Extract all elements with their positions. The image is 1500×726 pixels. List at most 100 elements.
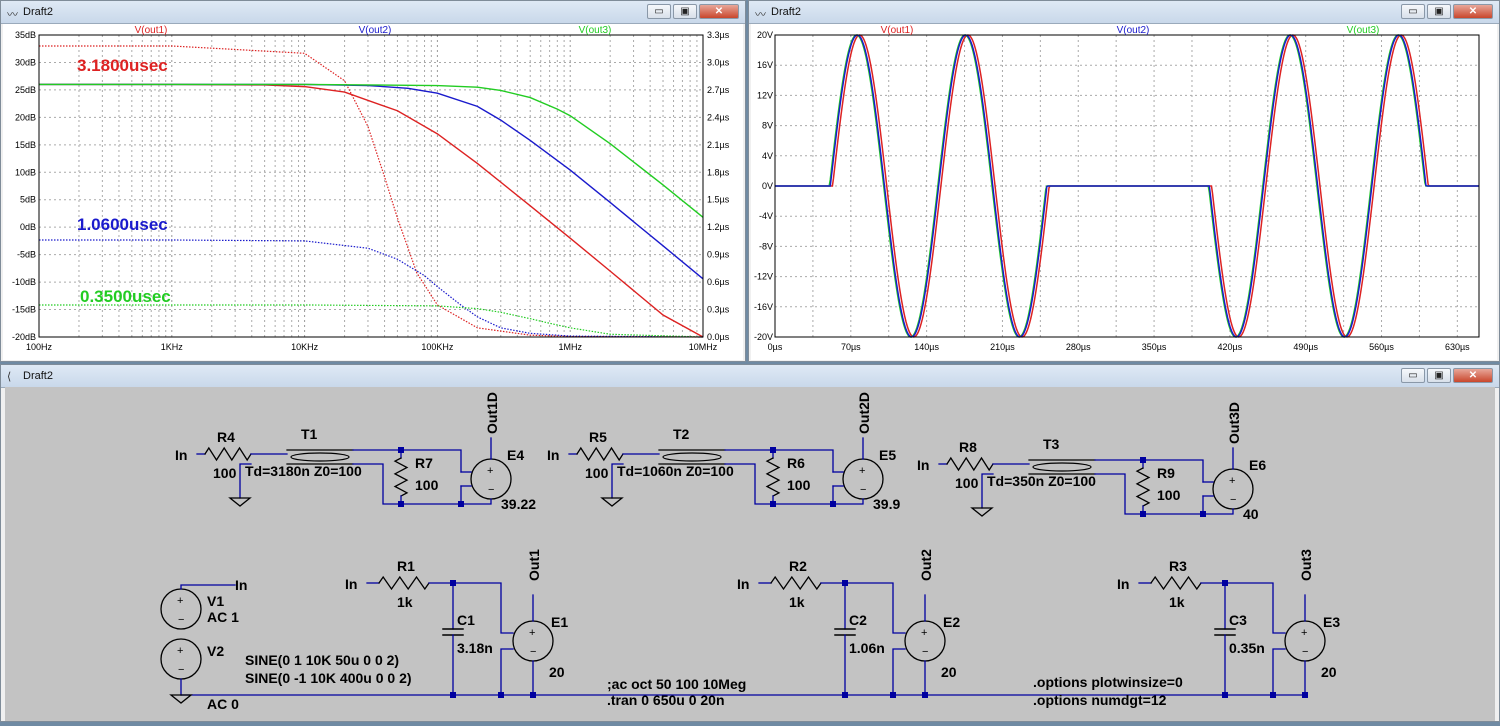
directives[interactable]: ;ac oct 50 100 10Meg .tran 0 650u 0 20n … — [607, 674, 1183, 708]
source-gain[interactable]: 39.22 — [501, 496, 536, 512]
net-label-out[interactable]: Out3D — [1226, 402, 1242, 444]
wire[interactable] — [1202, 508, 1234, 515]
schematic-canvas[interactable]: In R4 100 T1 R7 100 Td=3180n Z0=100 + − Out1D E4 39… — [5, 387, 1495, 721]
resistor-symbol[interactable] — [576, 446, 624, 462]
ac-directive[interactable]: ;ac oct 50 100 10Meg — [607, 676, 746, 692]
resistor-value[interactable]: 1k — [1169, 594, 1185, 610]
wire[interactable] — [1142, 459, 1204, 483]
rc-filter-block-3[interactable]: In R3 1k C3 0.35n + − Out3 E3 20 — [1117, 549, 1340, 698]
tline-name[interactable]: T3 — [1043, 436, 1060, 452]
net-label-out[interactable]: Out2D — [856, 392, 872, 434]
wire[interactable] — [611, 463, 624, 499]
source-sine-spec[interactable]: SINE(0 -1 10K 400u 0 0 2) — [245, 670, 412, 686]
resistor-name[interactable]: R7 — [415, 455, 433, 471]
resistor-value[interactable]: 1k — [397, 594, 413, 610]
source-name[interactable]: E2 — [943, 614, 960, 630]
net-label-out[interactable]: Out2 — [918, 549, 934, 581]
net-label-in[interactable]: In — [737, 576, 749, 592]
tran-plot-window[interactable]: 〰 Draft2 ▭ ▣ ✕ 20V 16V 12V 8V 4V 0V -4V -8V -12V… — [748, 0, 1500, 362]
tline-name[interactable]: T2 — [673, 426, 690, 442]
source-gain[interactable]: 40 — [1243, 506, 1259, 522]
net-label-in[interactable]: In — [235, 577, 247, 593]
source-name[interactable]: E3 — [1323, 614, 1340, 630]
resistor-symbol[interactable] — [204, 446, 252, 462]
wire[interactable] — [452, 582, 514, 634]
source-name[interactable]: V1 — [207, 593, 224, 609]
resistor-name[interactable]: R5 — [589, 429, 607, 445]
wire[interactable] — [844, 582, 906, 634]
resistor-name[interactable]: R9 — [1157, 465, 1175, 481]
source-name[interactable]: E1 — [551, 614, 568, 630]
capacitor-name[interactable]: C2 — [849, 612, 867, 628]
delay-line-block-3[interactable]: In R8 100 T3 R9 100 Td=350n Z0=100 + − Out3D E6 40 — [917, 402, 1266, 522]
source-ac-spec[interactable]: AC 0 — [207, 696, 239, 712]
options-directive-1[interactable]: .options plotwinsize=0 — [1033, 674, 1183, 690]
resistor-value[interactable]: 100 — [1157, 487, 1181, 503]
capacitor-name[interactable]: C1 — [457, 612, 475, 628]
wire[interactable] — [352, 463, 462, 505]
resistor-name[interactable]: R1 — [397, 558, 415, 574]
ac-plot-area[interactable]: 35dB 30dB 25dB 20dB 15dB 10dB 5dB 0dB -5dB -10dB -… — [3, 24, 743, 360]
resistor-name[interactable]: R6 — [787, 455, 805, 471]
net-label-out[interactable]: Out1 — [526, 549, 542, 581]
capacitor-value[interactable]: 1.06n — [849, 640, 885, 656]
wire[interactable] — [460, 498, 492, 505]
minimize-button[interactable]: ▭ — [1401, 368, 1425, 383]
net-label-in[interactable]: In — [175, 447, 187, 463]
resistor-value[interactable]: 100 — [585, 465, 609, 481]
wire[interactable] — [832, 498, 864, 505]
tran-window-titlebar[interactable]: 〰 Draft2 ▭ ▣ ✕ — [749, 1, 1499, 24]
resistor-value[interactable]: 100 — [787, 477, 811, 493]
minimize-button[interactable]: ▭ — [1401, 4, 1425, 19]
resistor-value[interactable]: 100 — [415, 477, 439, 493]
wire[interactable] — [1272, 648, 1286, 696]
resistor-value[interactable]: 1k — [789, 594, 805, 610]
resistor-symbol[interactable] — [393, 457, 409, 497]
wire[interactable] — [981, 473, 994, 509]
close-button[interactable]: ✕ — [1453, 4, 1493, 19]
capacitor-value[interactable]: 0.35n — [1229, 640, 1265, 656]
source-sine-spec[interactable]: SINE(0 1 10K 50u 0 0 2) — [245, 652, 399, 668]
wire[interactable] — [400, 449, 462, 473]
wire[interactable] — [1094, 473, 1204, 515]
legend-out1[interactable]: V(out1) — [881, 25, 914, 36]
source-gain[interactable]: 20 — [549, 664, 565, 680]
restore-button[interactable]: ▣ — [1427, 4, 1451, 19]
ac-bode-chart[interactable]: 35dB 30dB 25dB 20dB 15dB 10dB 5dB 0dB -5dB -10dB -… — [3, 24, 743, 360]
resistor-symbol[interactable] — [1150, 575, 1202, 591]
source-name[interactable]: E5 — [879, 447, 896, 463]
wire[interactable] — [724, 463, 834, 505]
delay-line-block-2[interactable]: In R5 100 T2 R6 100 Td=1060n Z0=100 + − Out2D E5 39… — [547, 392, 900, 512]
resistor-symbol[interactable] — [1135, 467, 1151, 507]
resistor-name[interactable]: R2 — [789, 558, 807, 574]
source-gain[interactable]: 20 — [941, 664, 957, 680]
net-label-in[interactable]: In — [1117, 576, 1129, 592]
close-button[interactable]: ✕ — [1453, 368, 1493, 383]
delay-line-block-1[interactable]: In R4 100 T1 R7 100 Td=3180n Z0=100 + − Out1D E4 39… — [175, 392, 536, 512]
resistor-name[interactable]: R8 — [959, 439, 977, 455]
source-name[interactable]: E6 — [1249, 457, 1266, 473]
net-label-in[interactable]: In — [547, 447, 559, 463]
wire[interactable] — [239, 463, 252, 499]
minimize-button[interactable]: ▭ — [647, 4, 671, 19]
legend-out2[interactable]: V(out2) — [359, 25, 392, 36]
rc-filter-block-1[interactable]: In R1 1k C1 3.18n + − Out1 E1 20 — [345, 549, 568, 698]
legend-out2[interactable]: V(out2) — [1117, 25, 1150, 36]
net-label-out[interactable]: Out3 — [1298, 549, 1314, 581]
wire[interactable] — [1224, 582, 1286, 634]
source-gain[interactable]: 20 — [1321, 664, 1337, 680]
rc-filter-block-2[interactable]: In R2 1k C2 1.06n + − Out2 E2 20 — [737, 549, 960, 698]
source-gain[interactable]: 39.9 — [873, 496, 900, 512]
tline-params[interactable]: Td=1060n Z0=100 — [617, 463, 734, 479]
schematic-drawing[interactable]: In R4 100 T1 R7 100 Td=3180n Z0=100 + − Out1D E4 39… — [5, 387, 1495, 721]
ac-plot-window[interactable]: 〰 Draft2 ▭ ▣ ✕ 35dB 30dB 25dB 20dB 15dB 10dB 5… — [0, 0, 746, 362]
net-label-out[interactable]: Out1D — [484, 392, 500, 434]
tline-params[interactable]: Td=3180n Z0=100 — [245, 463, 362, 479]
tran-plot-area[interactable]: 20V 16V 12V 8V 4V 0V -4V -8V -12V -16V -20V 0µs 70µs… — [751, 24, 1497, 360]
wire[interactable] — [772, 449, 834, 473]
net-label-in[interactable]: In — [345, 576, 357, 592]
tran-directive[interactable]: .tran 0 650u 0 20n — [607, 692, 725, 708]
resistor-value[interactable]: 100 — [955, 475, 979, 491]
capacitor-name[interactable]: C3 — [1229, 612, 1247, 628]
